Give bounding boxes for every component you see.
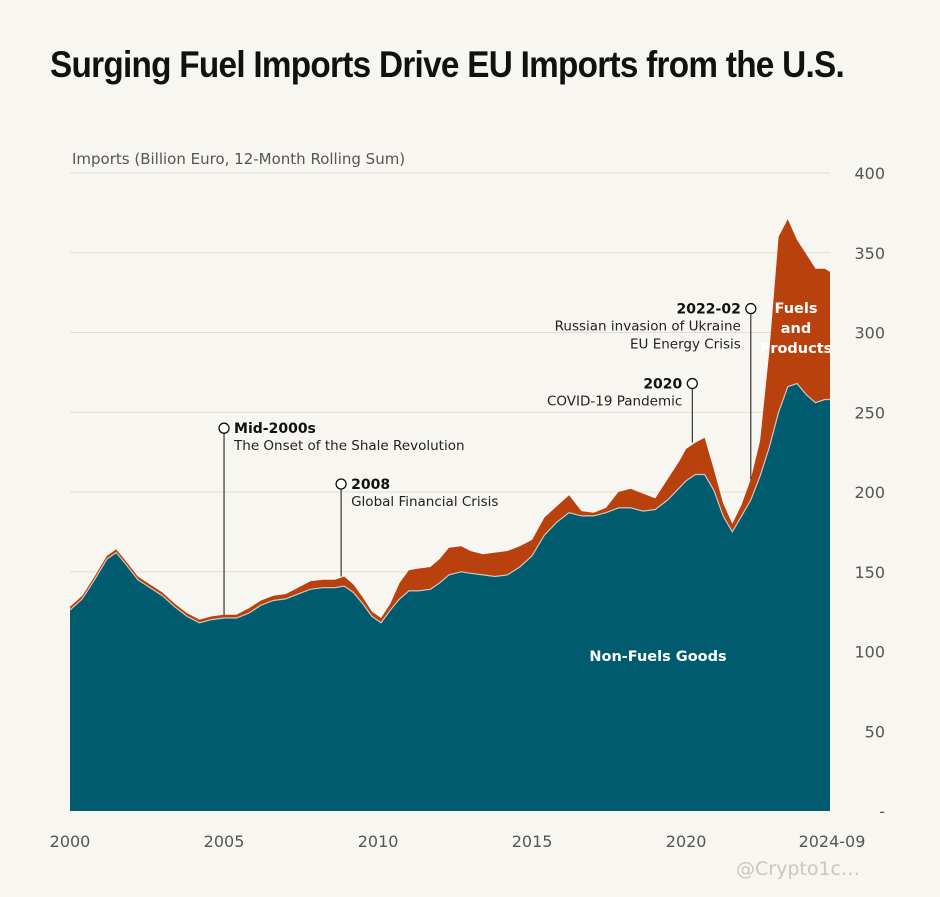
x-tick-label: 2015 xyxy=(512,832,553,851)
fuels-and-products-area xyxy=(70,219,830,623)
y-axis-label: Imports (Billion Euro, 12-Month Rolling … xyxy=(72,150,405,168)
x-tick-label: 2000 xyxy=(50,832,91,851)
annotation-marker xyxy=(745,302,757,315)
annotation-heading: 2022-02 xyxy=(677,302,741,318)
y-tick-label: 250 xyxy=(854,403,885,422)
annotation-marker xyxy=(686,377,698,390)
fuels-and-products-label: Products xyxy=(760,341,833,357)
areas xyxy=(69,219,830,811)
x-tick-label: 2024-09 xyxy=(799,832,866,851)
x-tick-label: 2020 xyxy=(666,832,707,851)
annotation-heading: 2020 xyxy=(643,377,682,393)
annotation-marker xyxy=(335,478,347,490)
series-labels: Non-Fuels Goods Fuels and Products xyxy=(589,301,832,665)
annotation-marker xyxy=(218,422,230,434)
y-tick-label: 50 xyxy=(865,722,885,741)
y-tick-label: 100 xyxy=(854,643,885,662)
x-tick-label: 2005 xyxy=(204,832,245,851)
series-boundary-line xyxy=(69,382,830,624)
y-tick-label: 400 xyxy=(854,164,885,183)
y-tick-label: 350 xyxy=(854,244,885,263)
annotation-text: The Onset of the Shale Revolution xyxy=(233,438,465,454)
watermark-text: @Crypto1c… xyxy=(736,858,860,880)
fuels-and-products-label: Fuels xyxy=(775,301,818,317)
annotation-text: Global Financial Crisis xyxy=(351,494,498,510)
annotation-text: COVID-19 Pandemic xyxy=(547,394,682,410)
annotation-text: EU Energy Crisis xyxy=(630,337,741,353)
y-tick-label: 300 xyxy=(854,324,885,343)
non-fuels-goods-label: Non-Fuels Goods xyxy=(589,649,726,665)
annotation-text: Russian invasion of Ukraine xyxy=(555,319,741,335)
chart-title: Surging Fuel Imports Drive EU Imports fr… xyxy=(50,44,845,85)
y-tick-label: - xyxy=(879,802,885,821)
non-fuels-goods-area xyxy=(70,383,830,811)
y-axis-ticks: - 50 100 150 200 250 300 350 400 xyxy=(854,164,885,821)
x-tick-label: 2010 xyxy=(358,832,399,851)
annotation-heading: Mid-2000s xyxy=(234,421,316,437)
x-axis-ticks: 2000 2005 2010 2015 2020 2024-09 xyxy=(50,832,866,851)
annotation-heading: 2008 xyxy=(351,477,390,493)
fuels-and-products-label: and xyxy=(781,321,812,337)
y-tick-label: 200 xyxy=(854,483,885,502)
y-tick-label: 150 xyxy=(854,563,885,582)
